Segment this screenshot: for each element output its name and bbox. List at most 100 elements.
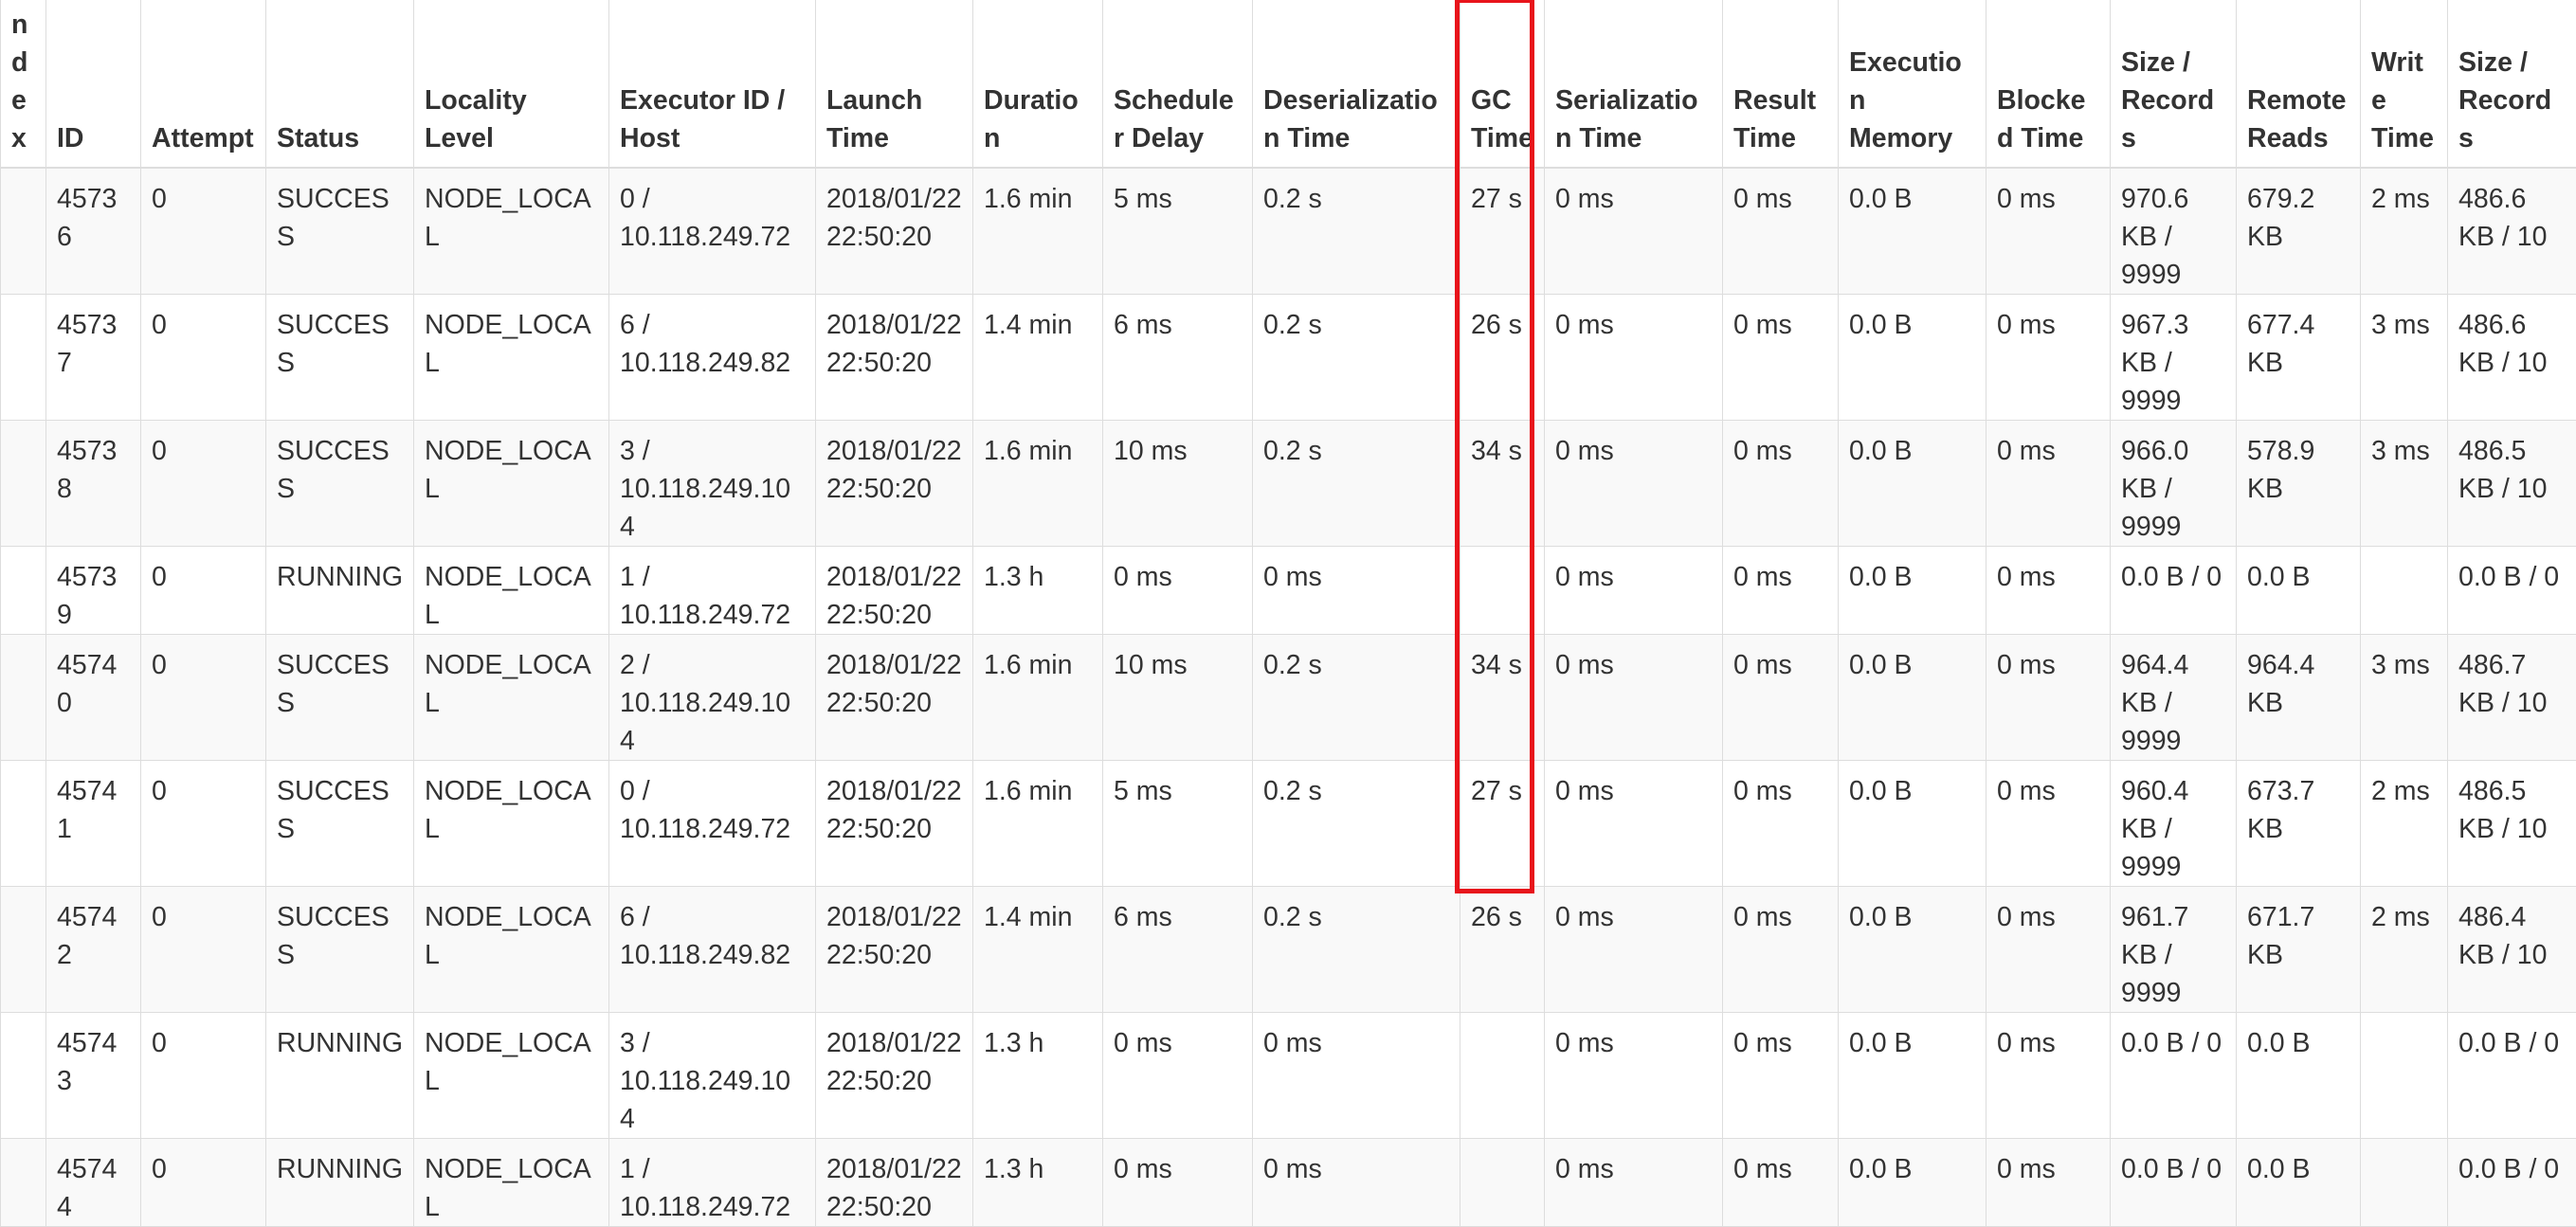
cell-locality-level: NODE_LOCAL xyxy=(414,1139,609,1227)
cell-result-time: 0 ms xyxy=(1723,761,1839,887)
cell-scheduler-delay: 0 ms xyxy=(1103,1013,1253,1139)
column-header-gc-time[interactable]: GC Time xyxy=(1460,0,1545,168)
column-header-status[interactable]: Status xyxy=(266,0,414,168)
cell-deserialization-time: 0 ms xyxy=(1253,1013,1460,1139)
cell-write-time xyxy=(2361,1013,2448,1139)
cell-write-time: 3 ms xyxy=(2361,421,2448,547)
cell-launch-time: 2018/01/22 22:50:20 xyxy=(816,421,973,547)
column-header-write-time[interactable]: Write Time xyxy=(2361,0,2448,168)
cell-duration: 1.3 h xyxy=(973,1013,1103,1139)
cell-duration: 1.6 min xyxy=(973,635,1103,761)
cell-launch-time: 2018/01/22 22:50:20 xyxy=(816,295,973,421)
cell-duration: 1.4 min xyxy=(973,295,1103,421)
column-header-locality-level[interactable]: Locality Level xyxy=(414,0,609,168)
cell-size-records: 970.6 KB / 9999 xyxy=(2111,168,2237,295)
cell-status: SUCCESS xyxy=(266,295,414,421)
column-header-id[interactable]: ID xyxy=(46,0,141,168)
table-header-row: IndexIDAttemptStatusLocality LevelExecut… xyxy=(1,0,2576,168)
cell-attempt: 0 xyxy=(141,887,266,1013)
cell-execution-memory: 0.0 B xyxy=(1839,421,1986,547)
column-header-deserialization-time[interactable]: Deserialization Time xyxy=(1253,0,1460,168)
cell-remote-reads: 677.4 KB xyxy=(2237,295,2361,421)
cell-duration: 1.4 min xyxy=(973,887,1103,1013)
cell-launch-time: 2018/01/22 22:50:20 xyxy=(816,1139,973,1227)
column-header-result-time[interactable]: Result Time xyxy=(1723,0,1839,168)
cell-index xyxy=(1,547,46,635)
cell-size-records: 0.0 B / 0 xyxy=(2448,1139,2576,1227)
cell-deserialization-time: 0.2 s xyxy=(1253,295,1460,421)
cell-status: SUCCESS xyxy=(266,635,414,761)
column-header-executor-id-host[interactable]: Executor ID / Host xyxy=(609,0,816,168)
cell-deserialization-time: 0.2 s xyxy=(1253,421,1460,547)
cell-write-time xyxy=(2361,1139,2448,1227)
cell-write-time: 3 ms xyxy=(2361,635,2448,761)
cell-blocked-time: 0 ms xyxy=(1986,1013,2111,1139)
cell-id: 45741 xyxy=(46,761,141,887)
cell-scheduler-delay: 0 ms xyxy=(1103,547,1253,635)
cell-result-time: 0 ms xyxy=(1723,1013,1839,1139)
column-header-execution-memory[interactable]: Execution Memory xyxy=(1839,0,1986,168)
cell-write-time: 3 ms xyxy=(2361,295,2448,421)
cell-executor-id-host: 6 / 10.118.249.82 xyxy=(609,295,816,421)
cell-locality-level: NODE_LOCAL xyxy=(414,295,609,421)
cell-id: 45738 xyxy=(46,421,141,547)
cell-launch-time: 2018/01/22 22:50:20 xyxy=(816,1013,973,1139)
cell-blocked-time: 0 ms xyxy=(1986,295,2111,421)
column-header-index[interactable]: Index xyxy=(1,0,46,168)
cell-launch-time: 2018/01/22 22:50:20 xyxy=(816,887,973,1013)
cell-execution-memory: 0.0 B xyxy=(1839,635,1986,761)
cell-launch-time: 2018/01/22 22:50:20 xyxy=(816,635,973,761)
cell-blocked-time: 0 ms xyxy=(1986,887,2111,1013)
cell-attempt: 0 xyxy=(141,761,266,887)
cell-deserialization-time: 0 ms xyxy=(1253,1139,1460,1227)
cell-id: 45736 xyxy=(46,168,141,295)
cell-serialization-time: 0 ms xyxy=(1545,1139,1723,1227)
column-header-duration[interactable]: Duration xyxy=(973,0,1103,168)
cell-launch-time: 2018/01/22 22:50:20 xyxy=(816,547,973,635)
cell-executor-id-host: 0 / 10.118.249.72 xyxy=(609,761,816,887)
cell-executor-id-host: 3 / 10.118.249.104 xyxy=(609,1013,816,1139)
cell-result-time: 0 ms xyxy=(1723,547,1839,635)
cell-status: RUNNING xyxy=(266,547,414,635)
cell-result-time: 0 ms xyxy=(1723,1139,1839,1227)
cell-serialization-time: 0 ms xyxy=(1545,887,1723,1013)
cell-execution-memory: 0.0 B xyxy=(1839,1139,1986,1227)
cell-write-time: 2 ms xyxy=(2361,887,2448,1013)
cell-remote-reads: 964.4 KB xyxy=(2237,635,2361,761)
column-header-attempt[interactable]: Attempt xyxy=(141,0,266,168)
cell-scheduler-delay: 6 ms xyxy=(1103,887,1253,1013)
column-header-scheduler-delay[interactable]: Scheduler Delay xyxy=(1103,0,1253,168)
cell-executor-id-host: 6 / 10.118.249.82 xyxy=(609,887,816,1013)
cell-locality-level: NODE_LOCAL xyxy=(414,635,609,761)
cell-index xyxy=(1,1139,46,1227)
cell-status: SUCCESS xyxy=(266,761,414,887)
cell-duration: 1.6 min xyxy=(973,168,1103,295)
cell-scheduler-delay: 0 ms xyxy=(1103,1139,1253,1227)
cell-size-records: 0.0 B / 0 xyxy=(2111,547,2237,635)
column-header-serialization-time[interactable]: Serialization Time xyxy=(1545,0,1723,168)
cell-index xyxy=(1,635,46,761)
cell-locality-level: NODE_LOCAL xyxy=(414,761,609,887)
cell-id: 45739 xyxy=(46,547,141,635)
cell-gc-time: 34 s xyxy=(1460,421,1545,547)
column-header-blocked-time[interactable]: Blocked Time xyxy=(1986,0,2111,168)
cell-attempt: 0 xyxy=(141,295,266,421)
column-header-size-records[interactable]: Size / Records xyxy=(2448,0,2576,168)
cell-attempt: 0 xyxy=(141,547,266,635)
cell-scheduler-delay: 10 ms xyxy=(1103,421,1253,547)
cell-executor-id-host: 0 / 10.118.249.72 xyxy=(609,168,816,295)
cell-serialization-time: 0 ms xyxy=(1545,547,1723,635)
cell-blocked-time: 0 ms xyxy=(1986,547,2111,635)
column-header-remote-reads[interactable]: Remote Reads xyxy=(2237,0,2361,168)
cell-blocked-time: 0 ms xyxy=(1986,421,2111,547)
cell-deserialization-time: 0.2 s xyxy=(1253,635,1460,761)
column-header-launch-time[interactable]: Launch Time xyxy=(816,0,973,168)
column-header-size-records[interactable]: Size / Records xyxy=(2111,0,2237,168)
cell-size-records: 961.7 KB / 9999 xyxy=(2111,887,2237,1013)
